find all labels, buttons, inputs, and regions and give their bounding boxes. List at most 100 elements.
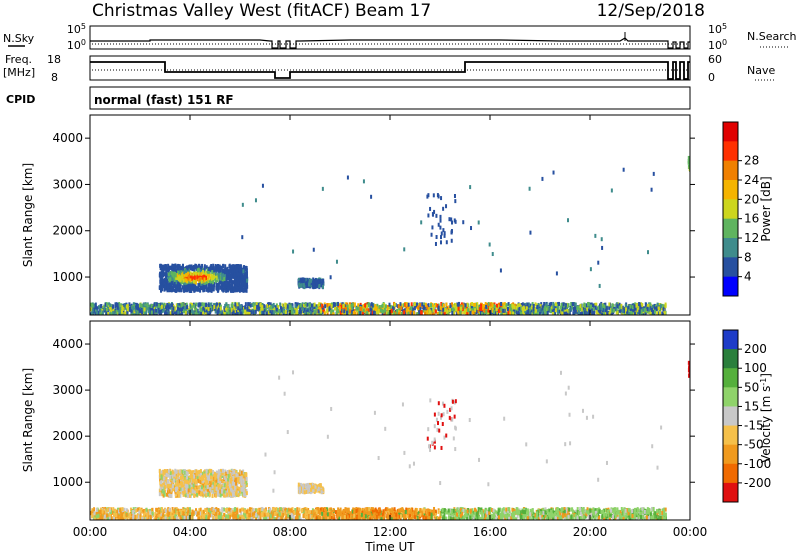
heatmap-cell	[390, 309, 393, 314]
heatmap-cell	[538, 310, 541, 315]
heatmap-cell	[335, 302, 338, 307]
heatmap-cell	[436, 303, 439, 308]
heatmap-cell	[287, 507, 290, 512]
heatmap-cell	[136, 310, 139, 315]
heatmap-cell	[641, 303, 644, 308]
heatmap-cell	[579, 307, 582, 312]
heatmap-cell	[463, 309, 466, 314]
heatmap-cell	[154, 306, 157, 311]
heatmap-cell	[292, 307, 295, 312]
heatmap-cell	[419, 510, 422, 515]
heatmap-cell	[441, 516, 444, 520]
heatmap-cell	[343, 309, 346, 314]
heatmap-cell	[511, 303, 514, 308]
heatmap-cell	[542, 311, 545, 315]
heatmap-cell	[217, 272, 220, 277]
heatmap-cell	[434, 241, 437, 246]
heatmap-cell	[283, 306, 286, 311]
heatmap-cell	[171, 278, 174, 283]
heatmap-cell	[449, 304, 452, 309]
heatmap-cell	[507, 310, 510, 315]
heatmap-cell	[536, 311, 539, 315]
heatmap-cell	[181, 274, 184, 279]
heatmap-cell	[617, 302, 620, 307]
heatmap-cell	[572, 509, 575, 514]
heatmap-cell	[180, 310, 183, 315]
heatmap-cell	[228, 263, 231, 268]
heatmap-cell	[554, 306, 557, 311]
heatmap-cell	[601, 306, 604, 311]
heatmap-cell	[451, 220, 454, 225]
heatmap-cell	[638, 309, 641, 314]
heatmap-cell	[252, 303, 255, 308]
heatmap-cell	[404, 302, 407, 307]
heatmap-cell	[450, 238, 453, 243]
heatmap-cell	[439, 214, 442, 219]
heatmap-cell	[405, 306, 408, 311]
cpid-label: CPID	[6, 93, 35, 106]
heatmap-cell	[626, 514, 629, 519]
freq-tick-bottom: 8	[51, 71, 58, 84]
heatmap-cell	[370, 302, 373, 307]
heatmap-cell	[353, 308, 356, 313]
heatmap-cell	[440, 196, 443, 201]
heatmap-cell	[495, 510, 498, 515]
heatmap-cell	[261, 305, 264, 310]
heatmap-cell	[227, 309, 230, 314]
heatmap-cell	[321, 310, 324, 315]
heatmap-cell	[163, 272, 166, 277]
heatmap-cell	[567, 303, 570, 308]
heatmap-cell	[661, 303, 664, 308]
colorbar-cell	[723, 238, 738, 258]
heatmap-cell	[227, 304, 230, 309]
heatmap-cell	[173, 280, 176, 285]
heatmap-cell	[579, 312, 582, 315]
heatmap-cell	[176, 306, 179, 311]
heatmap-cell	[238, 304, 241, 309]
heatmap-cell	[470, 226, 473, 231]
heatmap-cell	[207, 508, 210, 513]
heatmap-cell	[193, 269, 196, 274]
heatmap-cell	[314, 304, 317, 309]
heatmap-cell	[241, 235, 244, 240]
heatmap-cell	[220, 285, 223, 290]
heatmap-cell	[656, 311, 659, 315]
heatmap-cell	[647, 250, 650, 255]
heatmap-cell	[231, 269, 234, 274]
heatmap-cell	[95, 309, 98, 314]
heatmap-cell	[434, 309, 437, 314]
heatmap-cell	[225, 288, 228, 293]
heatmap-cell	[553, 303, 556, 308]
heatmap-cell	[108, 302, 111, 307]
heatmap-cell	[640, 512, 643, 517]
heatmap-cell	[209, 310, 212, 315]
heatmap-cell	[520, 306, 523, 311]
heatmap-cell	[600, 303, 603, 308]
heatmap-cell	[371, 310, 374, 315]
heatmap-cell	[209, 284, 212, 289]
heatmap-cell	[504, 306, 507, 311]
heatmap-cell	[196, 287, 199, 292]
heatmap-cell	[530, 305, 533, 310]
heatmap-cell	[286, 517, 289, 520]
heatmap-cell	[653, 306, 656, 311]
heatmap-cell	[552, 304, 555, 309]
heatmap-cell	[197, 274, 200, 279]
heatmap-cell	[315, 306, 318, 311]
heatmap-cell	[644, 302, 647, 307]
heatmap-cell	[493, 509, 496, 514]
heatmap-cell	[317, 309, 320, 314]
heatmap-cell	[207, 266, 210, 271]
heatmap-cell	[566, 311, 569, 315]
heatmap-cell	[321, 278, 324, 283]
heatmap-cell	[591, 308, 594, 313]
heatmap-cell	[164, 274, 167, 279]
heatmap-cell	[601, 312, 604, 315]
heatmap-cell	[399, 510, 402, 515]
heatmap-cell	[503, 305, 506, 310]
heatmap-cell	[562, 302, 565, 307]
heatmap-cell	[246, 284, 249, 289]
heatmap-cell	[220, 281, 223, 286]
heatmap-cell	[365, 304, 368, 309]
heatmap-cell	[442, 206, 445, 211]
